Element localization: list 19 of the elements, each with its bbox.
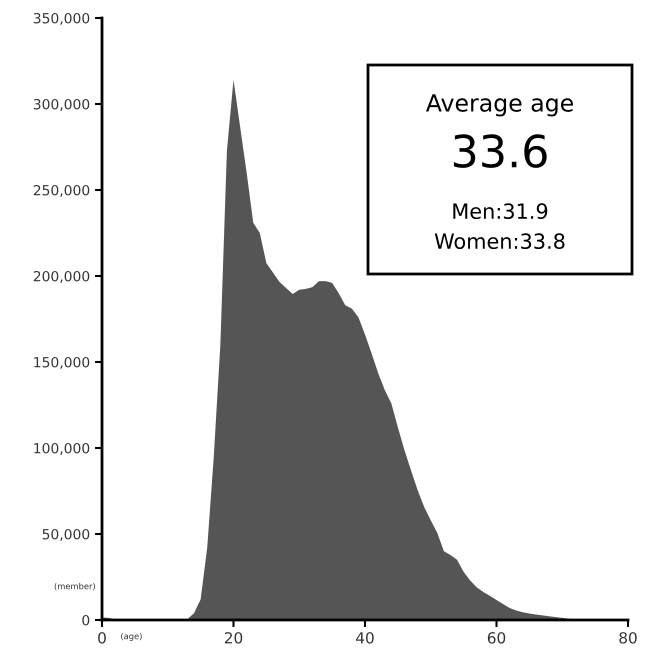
x-tick-label: 80 — [619, 632, 637, 644]
annotation: Average age — [426, 94, 573, 116]
x-tick-label: 0 — [98, 632, 106, 644]
y-tick-label: 100,000 — [34, 442, 90, 455]
y-tick-label: 0 — [82, 614, 90, 626]
y-tick-label: 300,000 — [34, 98, 90, 111]
y-axis-title: (member) — [54, 582, 95, 590]
y-tick-label: 250,000 — [34, 184, 90, 197]
x-tick-label: 60 — [488, 632, 506, 644]
annotation: 33.6 — [454, 134, 547, 168]
x-axis-title: (age) — [121, 632, 142, 641]
y-tick-label: 350,000 — [34, 12, 90, 25]
x-tick-label: 40 — [356, 632, 374, 644]
annotation: Men:31.9 — [453, 203, 548, 220]
y-tick-label: 150,000 — [34, 356, 90, 369]
y-tick-label: 50,000 — [42, 528, 90, 541]
y-tick-label: 200,000 — [34, 270, 90, 283]
x-tick-label: 20 — [224, 632, 242, 644]
annotation: Women:33.8 — [434, 233, 564, 250]
